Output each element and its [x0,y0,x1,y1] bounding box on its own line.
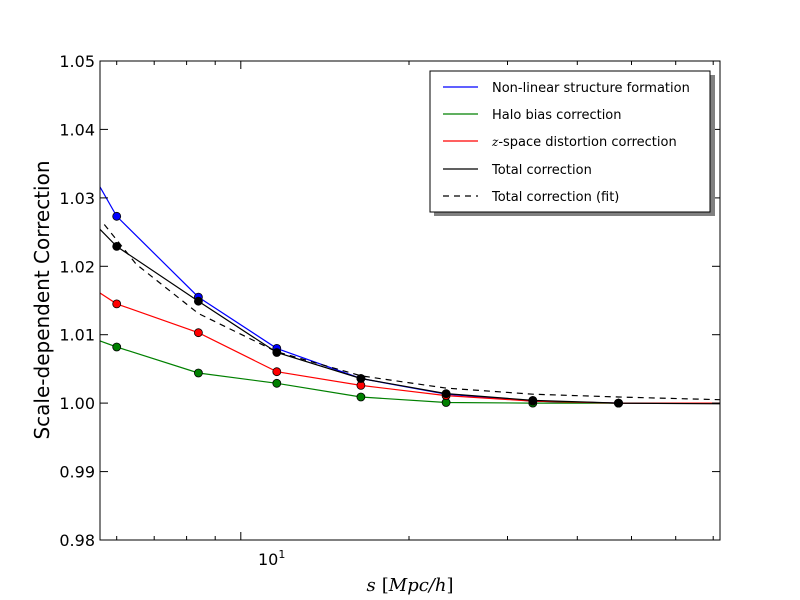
y-tick-label: 0.98 [59,531,95,550]
series-3-point [193,296,203,306]
series-0-point [112,211,122,221]
legend-label-zspace: z-space distortion correction [491,135,677,150]
y-tick-label: 1.03 [59,189,95,208]
legend-label-halo-bias: Halo bias correction [492,108,622,123]
series-3-point [614,398,623,408]
series-1-point [193,368,203,378]
series-line-4 [103,224,721,401]
y-tick-label: 0.99 [59,463,95,482]
series-2-point [272,367,282,377]
legend-label-nonlinear: Non-linear structure formation [492,81,690,96]
plot-frame [99,60,721,541]
y-tick-label: 1.01 [59,326,95,345]
series-1-point [272,378,282,388]
series-3-point [441,389,451,399]
series-3-point [356,374,366,383]
series-layer [99,186,721,408]
y-tick-labels: 0.98 0.99 1.00 1.01 1.02 1.03 1.04 1.05 [59,52,95,550]
y-axis-title: Scale-dependent Correction [30,160,54,439]
legend-label-total-fit: Total correction (fit) [491,190,619,205]
series-1-point [112,342,122,352]
legend-label-total: Total correction [491,163,592,178]
series-1-point [356,392,366,402]
x-axis-title: s [Mpc/h] [366,575,453,596]
y-tick-label: 1.00 [59,394,95,413]
series-3-point [528,395,538,405]
series-2-point [193,328,203,338]
series-3-point [112,241,122,251]
y-tick-label: 1.02 [59,257,95,276]
x-tick-label-10: 101 [258,548,285,569]
y-tick-label: 1.04 [59,120,95,139]
legend: Non-linear structure formation Halo bias… [429,70,715,216]
series-2-point [112,299,122,309]
y-tick-label: 1.05 [59,52,95,71]
series-3-point [272,348,282,357]
